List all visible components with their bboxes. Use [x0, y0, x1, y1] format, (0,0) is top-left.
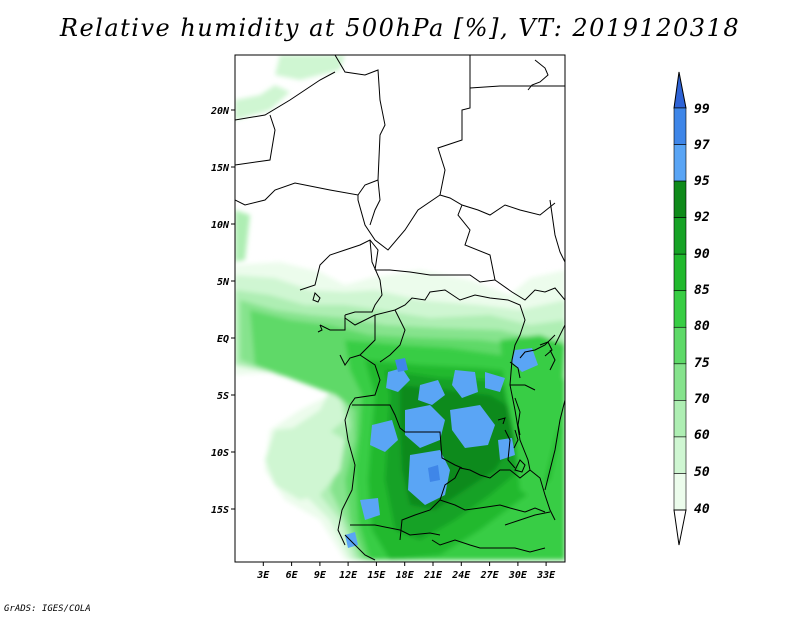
colorbar-segment — [673, 400, 687, 438]
grads-credit: GrADS: IGES/COLA — [4, 604, 91, 614]
colorbar-segment — [673, 217, 687, 255]
lon-label: 6E — [286, 570, 299, 581]
lat-label: EQ — [217, 334, 229, 345]
colorbar: 99 97 95 92 90 85 80 75 70 60 50 40 — [673, 71, 710, 546]
colorbar-bottom-arrow — [673, 509, 687, 546]
lon-label: 33E — [536, 570, 556, 581]
colorbar-label: 70 — [694, 392, 710, 407]
lat-label: 10S — [211, 448, 229, 459]
lon-label: 30E — [508, 570, 528, 581]
colorbar-label: 50 — [694, 465, 710, 480]
lat-label: 15S — [211, 505, 229, 516]
lat-label: 10N — [211, 220, 230, 231]
colorbar-segment — [673, 363, 687, 401]
colorbar-segment — [673, 326, 687, 365]
colorbar-segment — [673, 180, 687, 218]
axis-ticks — [231, 109, 547, 566]
lon-label: 3E — [256, 570, 270, 581]
lon-label: 18E — [396, 570, 415, 581]
lat-label: 5N — [217, 277, 230, 288]
colorbar-label: 95 — [694, 174, 710, 189]
humidity-field — [235, 55, 565, 560]
colorbar-label: 92 — [694, 210, 710, 225]
colorbar-label: 80 — [694, 319, 710, 334]
longitude-labels: 3E 6E 9E 12E 15E 18E 21E 24E 27E 30E 33E — [256, 570, 556, 581]
colorbar-label: 60 — [694, 428, 710, 443]
colorbar-segment — [673, 436, 687, 474]
lon-label: 15E — [367, 570, 386, 581]
lon-label: 21E — [423, 570, 443, 581]
colorbar-segment — [673, 473, 687, 511]
lon-label: 27E — [480, 570, 500, 581]
colorbar-label: 85 — [694, 283, 710, 298]
colorbar-label: 97 — [694, 138, 710, 153]
colorbar-segment — [673, 144, 687, 182]
colorbar-segment — [673, 253, 687, 292]
colorbar-label: 75 — [694, 356, 710, 371]
colorbar-label: 40 — [694, 502, 710, 517]
map-title: Relative humidity at 500hPa [%], VT: 201… — [59, 14, 741, 42]
map-frame — [234, 54, 566, 563]
colorbar-segment — [673, 290, 687, 328]
colorbar-label: 99 — [694, 102, 710, 117]
latitude-labels: 20N 15N 10N 5N EQ 5S 10S 15S — [210, 106, 230, 516]
colorbar-top-arrow — [673, 71, 687, 109]
lon-label: 9E — [314, 570, 327, 581]
colorbar-segments — [673, 107, 687, 511]
colorbar-segment — [673, 107, 687, 145]
lon-label: 12E — [339, 570, 358, 581]
lon-label: 24E — [451, 570, 471, 581]
country-borders — [235, 55, 565, 561]
lat-label: 5S — [217, 391, 229, 402]
lat-label: 20N — [210, 106, 230, 117]
colorbar-label: 90 — [694, 247, 710, 262]
lat-label: 15N — [211, 163, 230, 174]
